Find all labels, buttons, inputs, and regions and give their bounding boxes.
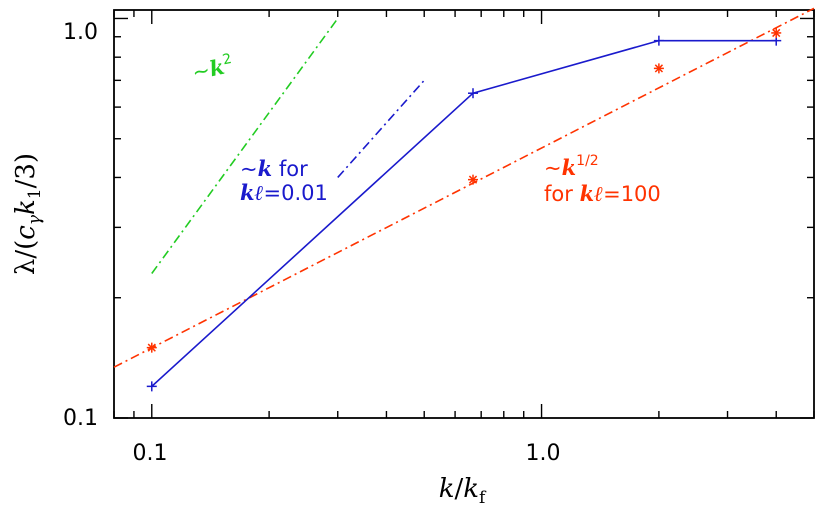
- annotation-k-blue-line1: ∼k for: [240, 156, 308, 181]
- data-point-1-3: [771, 27, 782, 38]
- reference-line-1: [151, 17, 339, 274]
- plot-frame: [113, 9, 815, 419]
- data-point-0-2: [653, 35, 664, 46]
- marker-d2: [654, 64, 664, 73]
- axis-ticks: [113, 10, 815, 419]
- data-point-1-0: [146, 342, 157, 353]
- y-tick-label-0.1: 0.1: [63, 406, 98, 431]
- reference-line-2: [337, 79, 425, 178]
- x-tick-label-1.0: 1.0: [526, 441, 561, 466]
- annotation-k-half-line1: ∼k1/2: [544, 153, 599, 180]
- data-point-1-2: [653, 63, 664, 74]
- series-lines: [151, 39, 777, 387]
- reference-lines: [113, 7, 815, 368]
- y-tick-label-1.0: 1.0: [63, 20, 98, 45]
- annotation-k2: ∼k2: [190, 51, 236, 85]
- markers: [146, 27, 782, 392]
- reference-line-0: [113, 7, 815, 368]
- y-axis-label: λ/(cγk1/3): [11, 153, 45, 275]
- marker-d2: [772, 28, 781, 38]
- marker-d2: [468, 175, 478, 184]
- x-tick-label-0.1: 0.1: [133, 441, 168, 466]
- data-point-1-1: [468, 174, 479, 185]
- data-point-0-0: [146, 381, 157, 392]
- series-line-0: [151, 39, 777, 387]
- marker-d2: [147, 343, 156, 352]
- x-axis-label: k/kf: [439, 474, 487, 507]
- annotation-k-half-line2: for kℓ=100: [544, 181, 661, 206]
- data-point-0-1: [468, 88, 479, 99]
- annotation-k-blue-line2: kℓ=0.01: [240, 180, 328, 205]
